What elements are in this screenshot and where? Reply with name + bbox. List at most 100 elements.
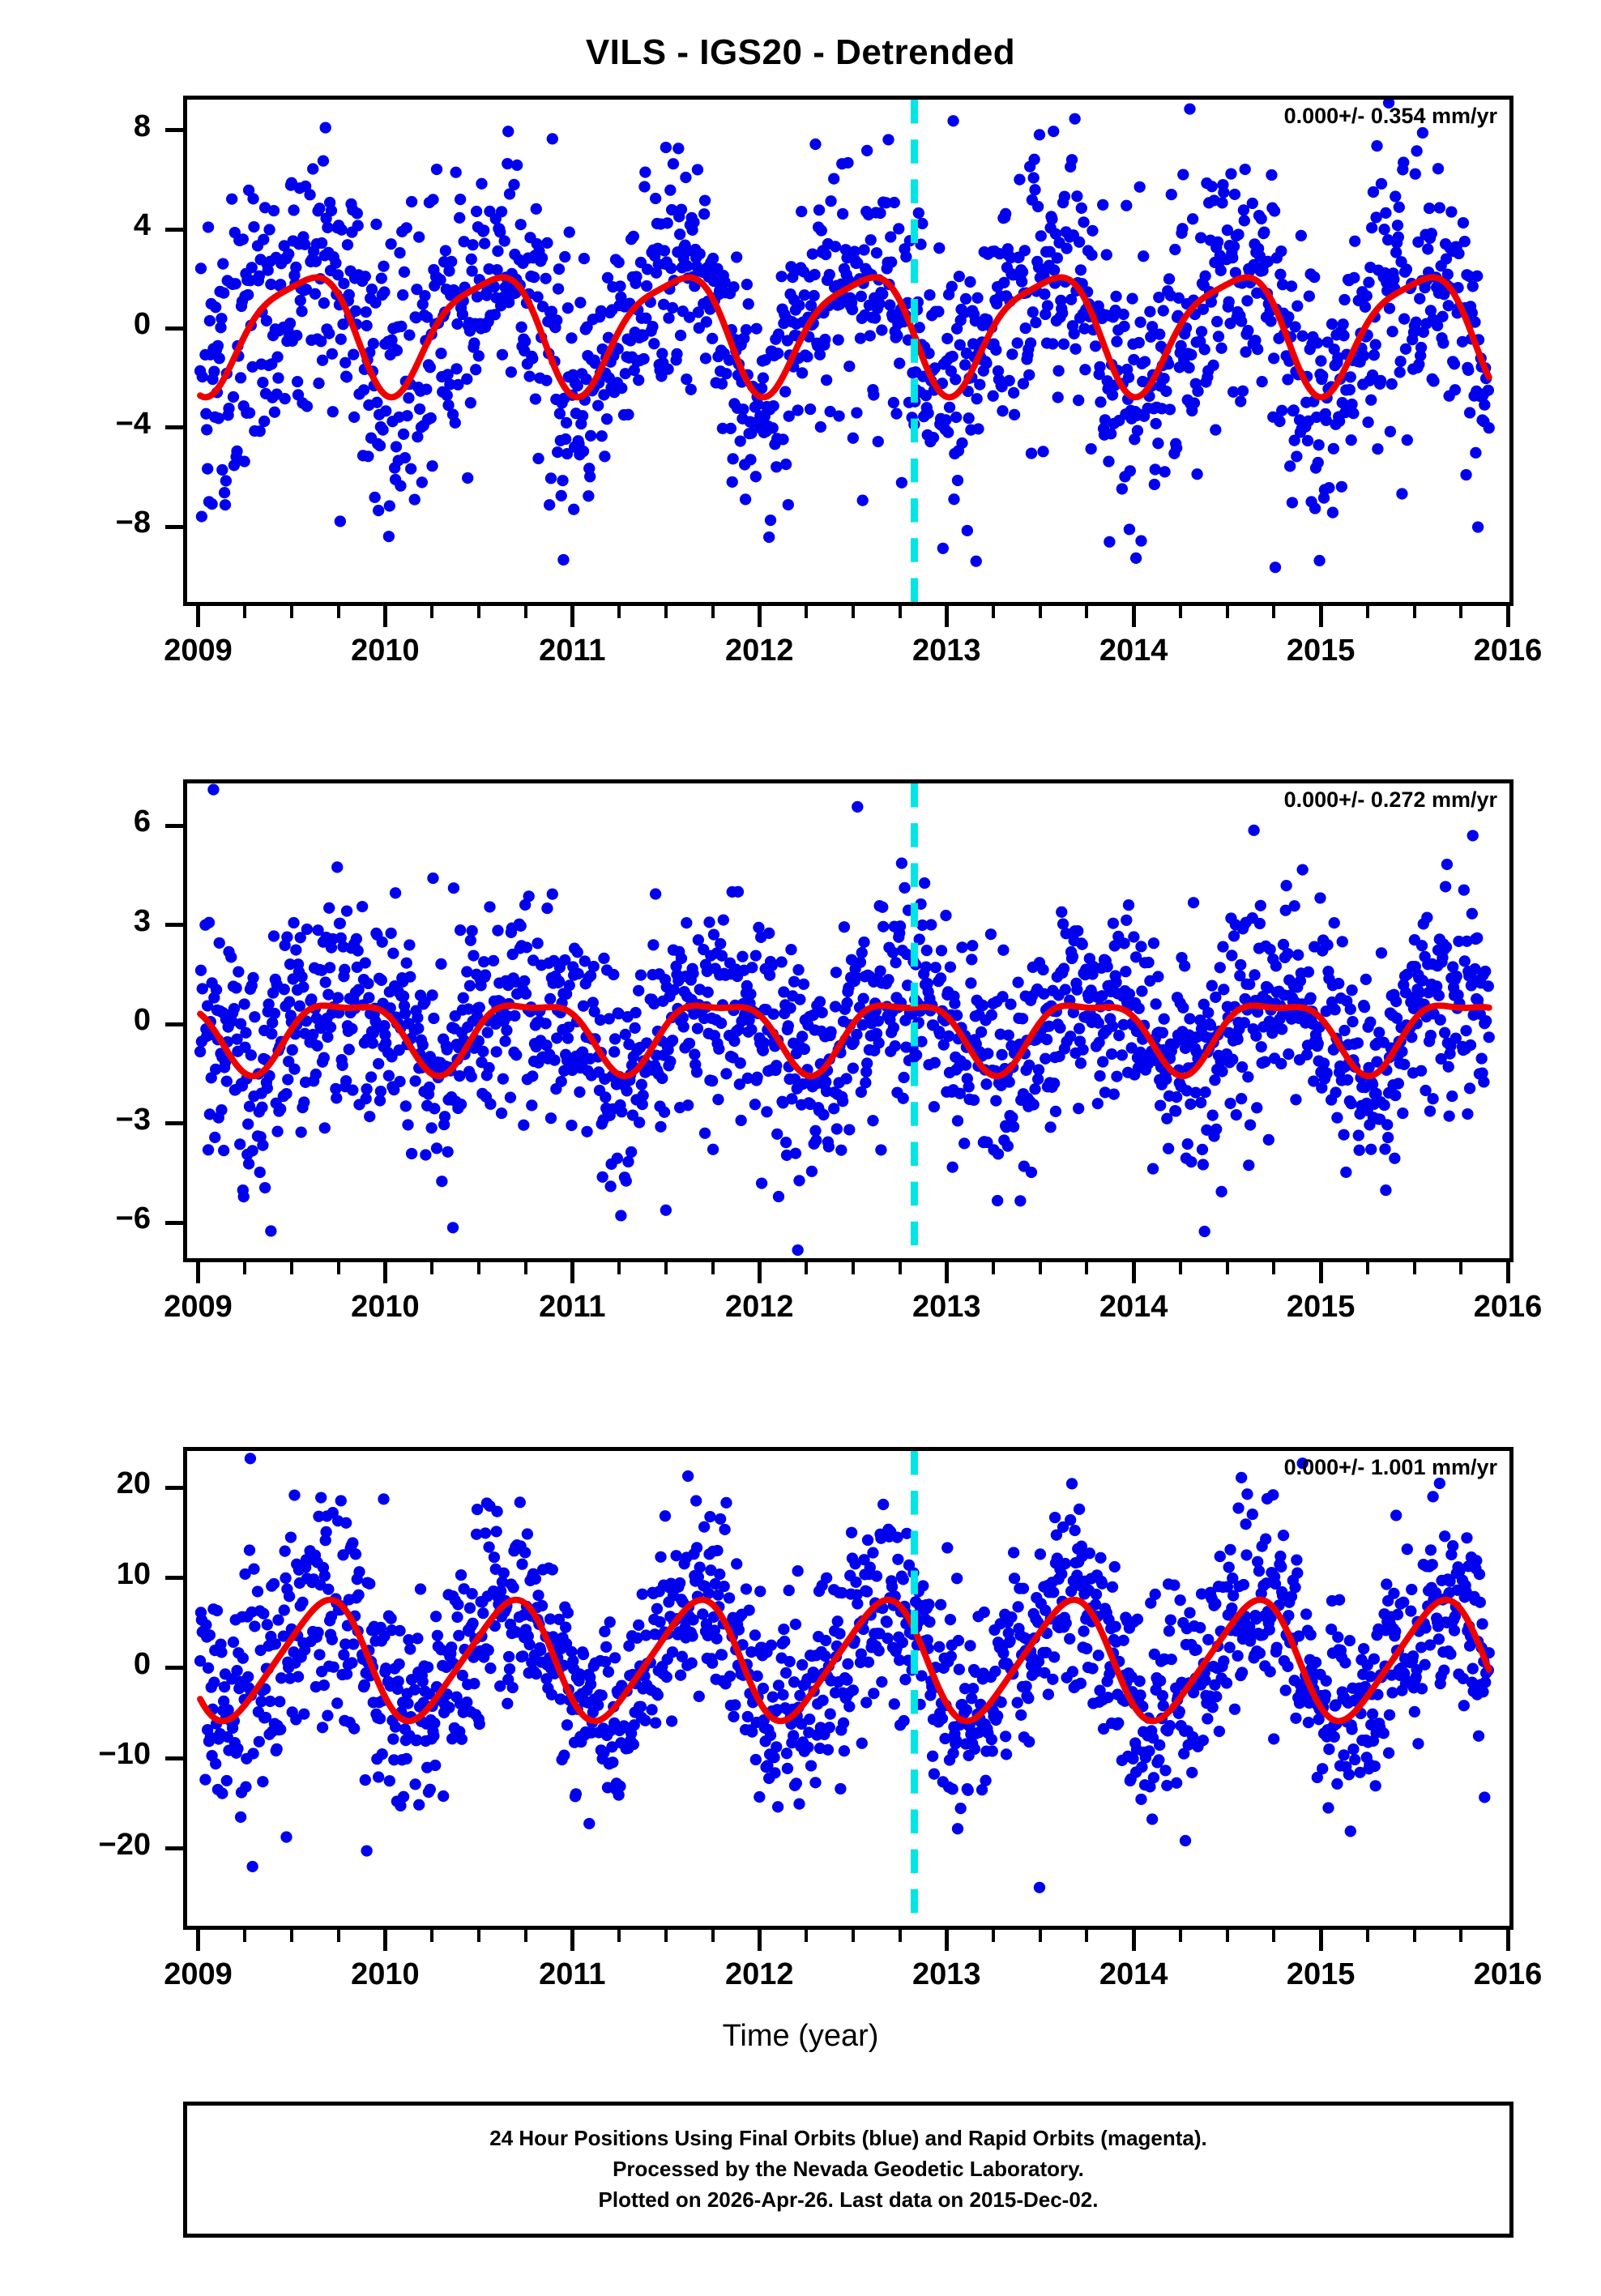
x-tick-label-north-1: 2010 (351, 1290, 420, 1324)
x-tick-minor-up-0-1 (243, 1930, 247, 1942)
x-tick-minor-north-4-1 (991, 1262, 995, 1274)
x-axis-label: Time (year) (722, 2019, 879, 2053)
x-tick-minor-north-1-2 (476, 1262, 480, 1274)
x-tick-major-up-5 (1131, 1930, 1136, 1951)
x-tick-label-east-3: 2012 (725, 634, 794, 668)
x-tick-minor-up-2-3 (711, 1930, 715, 1942)
x-tick-minor-north-0-1 (243, 1262, 247, 1274)
x-tick-minor-east-6-2 (1412, 606, 1416, 618)
x-tick-minor-north-6-1 (1365, 1262, 1369, 1274)
x-tick-major-north-1 (382, 1262, 387, 1283)
x-tick-minor-east-2-2 (664, 606, 668, 618)
x-tick-major-up-0 (195, 1930, 200, 1951)
x-tick-minor-north-3-3 (898, 1262, 902, 1274)
x-tick-minor-up-0-3 (336, 1930, 340, 1942)
y-tick-label-north-0: 6 (133, 804, 151, 839)
y-tick-label-north-2: 0 (133, 1003, 151, 1038)
x-tick-minor-north-2-2 (664, 1262, 668, 1274)
y-tick-label-up-3: −10 (98, 1737, 151, 1772)
x-tick-minor-north-3-1 (805, 1262, 809, 1274)
x-tick-minor-up-2-1 (617, 1930, 621, 1942)
x-tick-label-up-5: 2014 (1099, 1957, 1168, 1991)
x-tick-minor-up-6-3 (1459, 1930, 1463, 1942)
x-tick-minor-up-4-2 (1038, 1930, 1042, 1942)
x-tick-label-up-3: 2012 (725, 1957, 794, 1991)
x-tick-minor-up-4-1 (991, 1930, 995, 1942)
y-tick-north-2 (165, 1022, 183, 1026)
plot-area-up[interactable] (183, 1447, 1513, 1930)
x-tick-minor-up-3-1 (805, 1930, 809, 1942)
x-tick-minor-up-4-3 (1085, 1930, 1089, 1942)
x-tick-major-east-6 (1318, 606, 1323, 627)
y-tick-east-4 (165, 524, 183, 529)
data-layer-up (194, 1451, 1495, 1926)
y-tick-label-up-2: 0 (133, 1646, 151, 1681)
x-tick-label-north-5: 2014 (1099, 1290, 1168, 1324)
x-tick-minor-east-2-1 (617, 606, 621, 618)
x-tick-minor-up-1-2 (476, 1930, 480, 1942)
x-tick-label-east-6: 2015 (1286, 634, 1356, 668)
x-tick-minor-north-6-3 (1459, 1262, 1463, 1274)
x-tick-minor-east-3-1 (805, 606, 809, 618)
x-tick-label-north-3: 2012 (725, 1290, 794, 1324)
y-tick-label-east-3: −4 (115, 406, 151, 441)
y-tick-up-4 (165, 1846, 183, 1851)
caption-line-3: Plotted on 2026-Apr-26. Last data on 201… (598, 2187, 1099, 2212)
x-tick-label-east-4: 2013 (912, 634, 981, 668)
y-tick-label-east-1: 4 (133, 208, 151, 243)
x-tick-label-up-2: 2011 (539, 1957, 606, 1991)
plot-clip-north (187, 783, 1509, 1258)
y-tick-up-3 (165, 1756, 183, 1760)
x-tick-minor-north-1-1 (430, 1262, 434, 1274)
x-tick-minor-north-3-2 (851, 1262, 855, 1274)
x-tick-minor-up-5-2 (1225, 1930, 1229, 1942)
x-tick-minor-east-4-3 (1085, 606, 1089, 618)
x-tick-minor-east-6-3 (1459, 606, 1463, 618)
y-tick-label-east-4: −8 (115, 506, 151, 540)
x-tick-major-north-2 (570, 1262, 574, 1283)
x-tick-major-east-0 (195, 606, 200, 627)
model-fit-line-east (197, 274, 1492, 401)
plot-area-north[interactable] (183, 779, 1513, 1262)
x-tick-label-up-7: 2016 (1473, 1957, 1543, 1991)
x-tick-minor-east-1-2 (476, 606, 480, 618)
x-tick-minor-east-4-2 (1038, 606, 1042, 618)
x-tick-minor-up-3-2 (851, 1930, 855, 1942)
rate-annotation-up: 0.000+/- 1.001 mm/yr (1283, 1455, 1497, 1479)
x-tick-minor-north-5-1 (1178, 1262, 1182, 1274)
x-tick-minor-north-2-1 (617, 1262, 621, 1274)
x-tick-minor-east-6-1 (1365, 606, 1369, 618)
x-tick-major-up-6 (1318, 1930, 1323, 1951)
x-tick-label-east-5: 2014 (1099, 634, 1168, 668)
x-tick-label-up-4: 2013 (912, 1957, 981, 1991)
caption-line-1: 24 Hour Positions Using Final Orbits (bl… (489, 2126, 1207, 2151)
x-tick-major-east-2 (570, 606, 574, 627)
y-tick-north-4 (165, 1220, 183, 1225)
x-tick-major-north-3 (757, 1262, 762, 1283)
x-tick-label-east-7: 2016 (1473, 634, 1543, 668)
y-tick-label-up-4: −20 (98, 1827, 151, 1862)
x-tick-minor-north-5-3 (1272, 1262, 1276, 1274)
x-tick-label-up-1: 2010 (351, 1957, 420, 1991)
y-tick-label-north-1: 3 (133, 903, 151, 938)
plot-area-east[interactable] (183, 96, 1513, 606)
y-tick-up-0 (165, 1485, 183, 1490)
x-tick-minor-east-1-1 (430, 606, 434, 618)
x-tick-minor-up-2-2 (664, 1930, 668, 1942)
x-tick-label-north-6: 2015 (1286, 1290, 1356, 1324)
y-tick-east-0 (165, 128, 183, 133)
x-tick-major-east-1 (382, 606, 387, 627)
y-tick-east-2 (165, 326, 183, 331)
x-tick-major-up-1 (382, 1930, 387, 1951)
x-tick-minor-north-1-3 (523, 1262, 527, 1274)
x-tick-major-up-2 (570, 1930, 574, 1951)
y-tick-label-up-0: 20 (116, 1466, 151, 1501)
y-tick-north-1 (165, 923, 183, 928)
x-tick-major-north-7 (1505, 1262, 1510, 1283)
scatter-points-up (194, 1453, 1495, 1893)
y-tick-label-north-3: −3 (115, 1102, 151, 1137)
x-tick-minor-north-0-3 (336, 1262, 340, 1274)
x-tick-label-north-4: 2013 (912, 1290, 981, 1324)
x-tick-minor-up-0-2 (289, 1930, 293, 1942)
y-tick-north-0 (165, 823, 183, 828)
